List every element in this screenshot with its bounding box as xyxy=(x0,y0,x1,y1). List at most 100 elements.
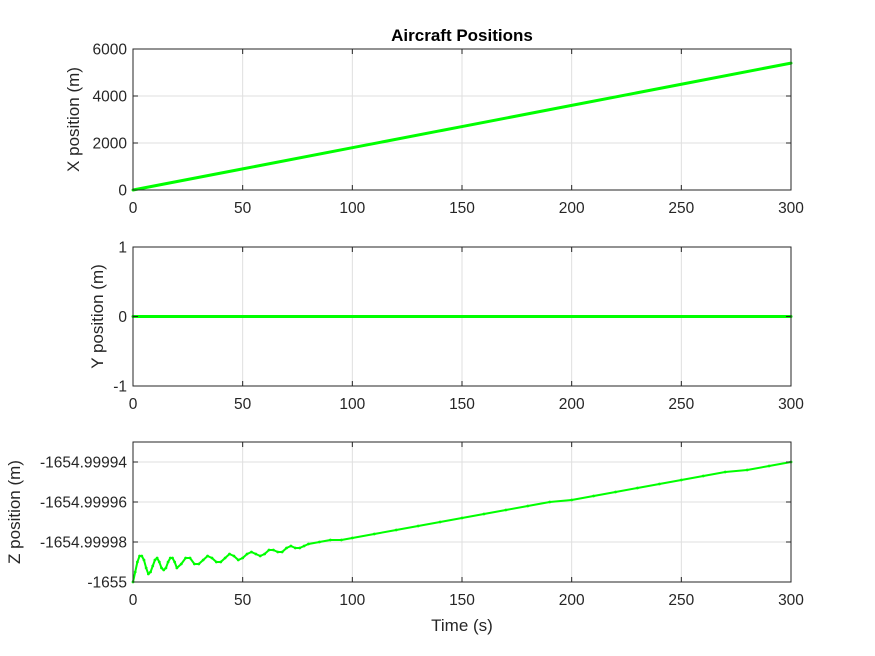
z-position-data-point xyxy=(548,500,552,504)
z-position-data-point xyxy=(149,570,152,574)
y-position-x-tick-label: 200 xyxy=(559,396,585,413)
z-position-y-tick-label: -1654.99994 xyxy=(40,455,127,472)
z-position-data-point xyxy=(723,470,727,474)
y-position-x-tick-label: 100 xyxy=(339,396,365,413)
y-position-x-tick-label: 0 xyxy=(129,396,138,413)
z-position-data-point xyxy=(197,562,201,566)
z-position-data-point xyxy=(232,554,236,558)
z-position-data-point xyxy=(460,516,464,520)
z-position-data-point xyxy=(329,538,332,542)
z-position-y-tick-label: -1654.99996 xyxy=(40,495,127,512)
z-position-data-point xyxy=(276,550,280,554)
z-position-data-point xyxy=(285,546,288,550)
z-position-data-point xyxy=(318,540,321,544)
z-position-data-point xyxy=(250,550,253,554)
z-position-data-point xyxy=(164,566,168,570)
z-position-data-point xyxy=(146,572,150,576)
z-position-data-point xyxy=(394,528,398,532)
z-position-data-point xyxy=(438,520,442,524)
z-position-data-point xyxy=(214,560,218,564)
z-position-data-point xyxy=(151,564,155,568)
z-position-data-point xyxy=(745,468,749,472)
z-position-x-tick-label: 150 xyxy=(449,592,475,609)
z-position-data-point xyxy=(289,544,293,548)
z-position-data-point xyxy=(504,508,508,512)
z-position-x-tick-label: 300 xyxy=(778,592,804,609)
z-position-x-axis-label: Time (s) xyxy=(431,616,493,635)
y-position-x-tick-label: 250 xyxy=(668,396,694,413)
z-position-data-point xyxy=(188,556,192,560)
z-position-data-point xyxy=(210,556,214,560)
z-position-data-point xyxy=(526,504,530,508)
z-position-data-point xyxy=(138,554,141,558)
z-position-data-point xyxy=(701,474,705,478)
z-position-data-point xyxy=(135,560,139,564)
z-position-data-point xyxy=(280,550,284,554)
z-position-axes: 0 50 100 150 200 250 300 -1655 -1654.99998 -1654.… xyxy=(5,441,804,635)
z-position-data-point xyxy=(206,554,209,558)
z-position-data-point xyxy=(144,566,148,570)
x-position-axes: 0 50 100 150 200 250 300 0 2000 4000 6000 X positio… xyxy=(64,42,804,218)
x-position-y-tick-label: 2000 xyxy=(93,136,128,153)
chart-title: Aircraft Positions xyxy=(391,26,533,45)
z-position-data-point xyxy=(267,548,271,552)
z-position-data-point xyxy=(614,490,617,494)
z-position-data-point xyxy=(298,546,302,550)
z-position-x-tick-label: 200 xyxy=(559,592,585,609)
z-position-data-point xyxy=(636,486,639,490)
z-position-data-point xyxy=(153,558,157,562)
z-position-data-point xyxy=(570,498,574,502)
z-position-data-point xyxy=(201,558,205,562)
z-position-x-tick-label: 250 xyxy=(668,592,694,609)
z-position-data-point xyxy=(228,552,231,556)
x-position-y-axis-label: X position (m) xyxy=(64,67,83,172)
z-position-data-point xyxy=(193,562,196,566)
z-position-y-tick-label: -1655 xyxy=(87,575,127,592)
x-position-x-tick-label: 200 xyxy=(559,200,585,217)
z-position-data-point xyxy=(184,556,188,560)
z-position-data-point xyxy=(179,562,183,566)
z-position-data-point xyxy=(271,548,275,552)
y-position-y-tick-label: 1 xyxy=(118,240,127,257)
z-position-data-point xyxy=(155,556,159,560)
z-position-data-point xyxy=(258,554,262,558)
z-position-x-tick-label: 100 xyxy=(339,592,365,609)
z-position-data-point xyxy=(171,556,174,560)
z-position-data-point xyxy=(254,552,258,556)
x-position-x-tick-label: 150 xyxy=(449,200,475,217)
z-position-data-point xyxy=(307,542,310,546)
x-position-series-line xyxy=(131,61,793,192)
z-position-data-point xyxy=(416,524,420,528)
z-position-data-point xyxy=(263,552,266,556)
y-position-x-tick-label: 50 xyxy=(234,396,252,413)
z-position-data-point xyxy=(302,544,306,548)
z-position-data-point xyxy=(236,558,240,562)
z-position-data-point xyxy=(482,512,486,516)
z-position-data-point xyxy=(166,560,170,564)
x-position-y-tick-label: 6000 xyxy=(93,42,128,59)
z-position-data-point xyxy=(592,494,595,498)
x-position-x-tick-label: 100 xyxy=(339,200,365,217)
z-position-data-point xyxy=(293,546,297,550)
y-position-x-tick-label: 150 xyxy=(449,396,475,413)
z-position-data-point xyxy=(162,568,166,572)
z-position-data-point xyxy=(350,536,354,540)
z-position-data-point xyxy=(679,478,683,482)
z-position-data-point xyxy=(168,556,172,560)
z-position-data-point xyxy=(658,482,661,486)
y-position-y-axis-label: Y position (m) xyxy=(88,264,107,369)
x-position-y-tick-label: 0 xyxy=(118,183,127,200)
z-position-data-point xyxy=(223,556,227,560)
z-position-data-point xyxy=(157,560,161,564)
z-position-data-point xyxy=(245,552,249,556)
z-position-data-point xyxy=(160,566,163,570)
z-position-data-point xyxy=(339,538,343,542)
y-position-y-tick-label: 0 xyxy=(118,309,127,326)
z-position-x-tick-label: 0 xyxy=(129,592,138,609)
x-position-y-tick-label: 4000 xyxy=(93,89,128,106)
z-position-data-point xyxy=(767,464,771,468)
z-position-data-point xyxy=(175,566,179,570)
y-position-y-tick-label: -1 xyxy=(113,379,127,396)
